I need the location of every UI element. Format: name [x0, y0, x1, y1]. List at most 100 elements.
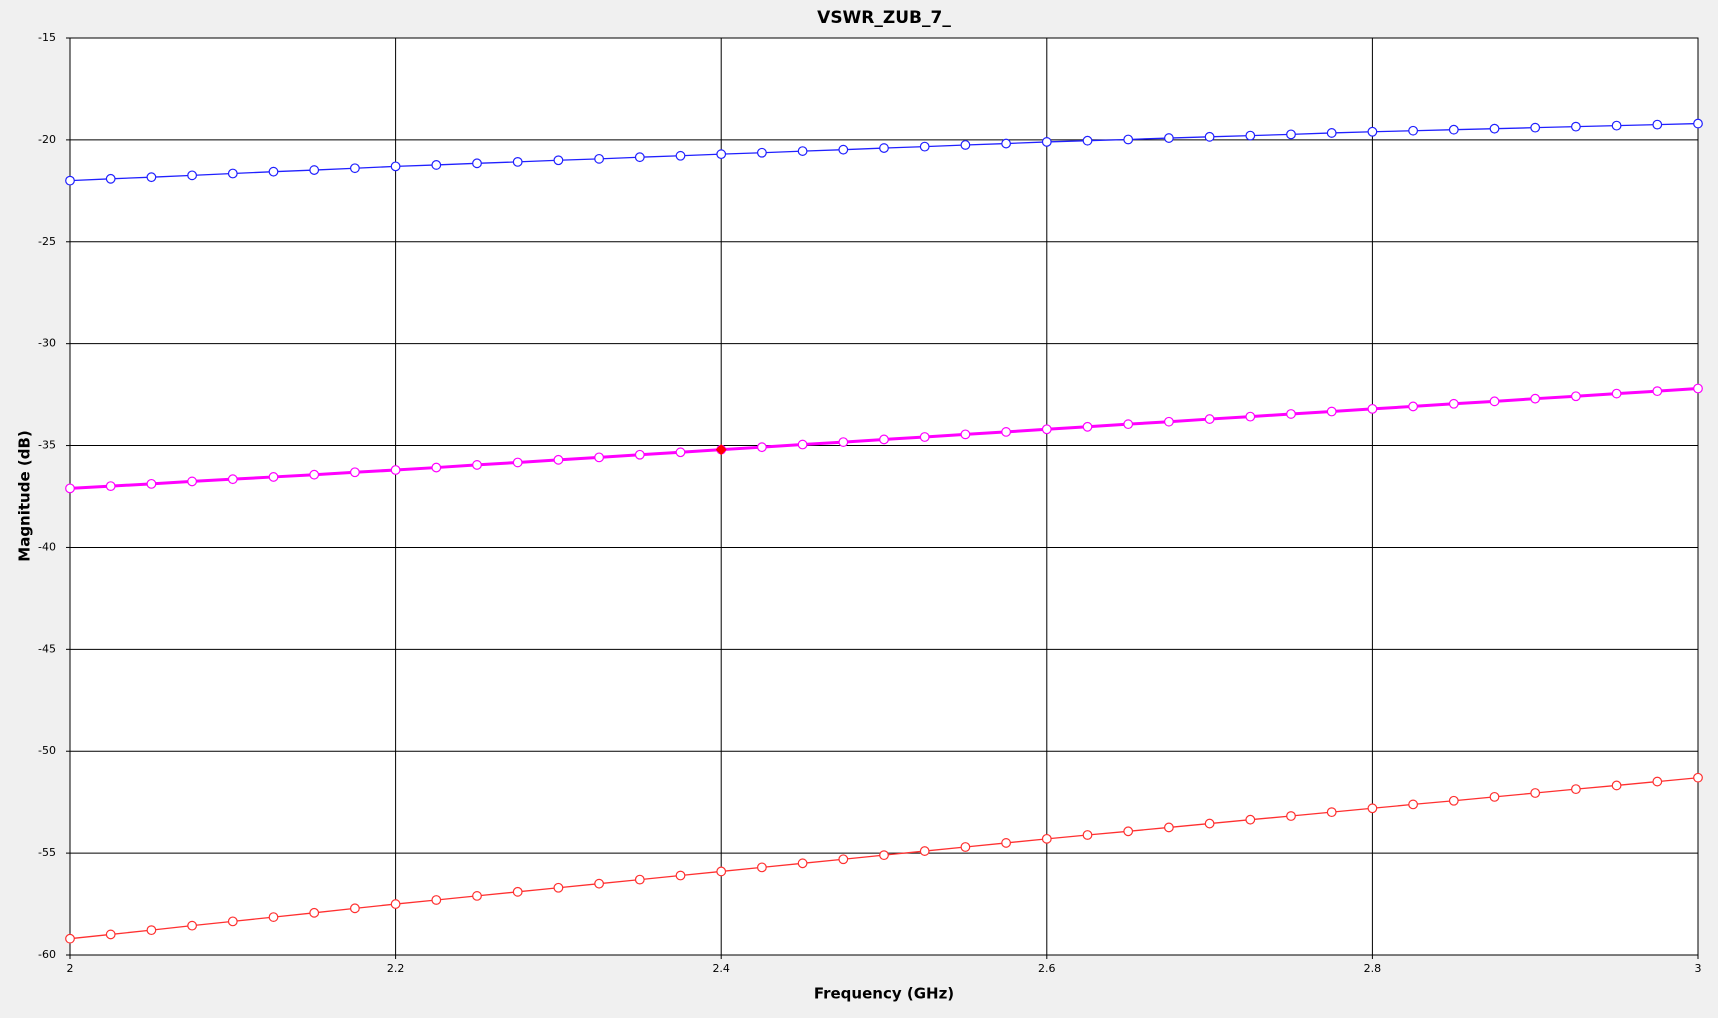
data-point — [634, 152, 645, 163]
data-point — [1652, 776, 1663, 787]
data-point — [1245, 130, 1256, 141]
data-point — [350, 163, 360, 174]
y-tick-label: -30 — [38, 337, 56, 350]
data-point — [838, 144, 849, 155]
marker — [715, 444, 727, 456]
data-point — [105, 929, 116, 940]
data-point — [960, 140, 971, 150]
data-point — [1489, 791, 1500, 802]
data-point — [1611, 388, 1622, 399]
data-point — [594, 878, 604, 889]
y-tick-label: -35 — [38, 439, 56, 452]
data-point — [1570, 121, 1581, 132]
data-point — [1163, 822, 1174, 833]
data-point — [227, 916, 238, 927]
data-point — [594, 452, 604, 463]
x-axis-label: Frequency (GHz) — [814, 985, 954, 1003]
data-point — [1408, 401, 1418, 412]
data-point — [838, 437, 849, 447]
x-tick-label: 2 — [67, 962, 74, 975]
data-point — [1326, 406, 1337, 417]
data-point — [1326, 128, 1337, 138]
data-point — [797, 146, 808, 156]
data-point — [1163, 133, 1174, 143]
data-point — [227, 474, 238, 485]
data-point — [1082, 421, 1093, 432]
data-point — [797, 439, 808, 450]
data-point — [1530, 788, 1541, 798]
data-point — [268, 166, 279, 177]
data-point — [268, 912, 279, 922]
data-point — [105, 173, 116, 184]
data-point — [757, 147, 767, 158]
y-tick-label: -45 — [38, 642, 56, 655]
data-point — [309, 165, 320, 175]
data-point — [1489, 396, 1500, 407]
data-point — [1693, 118, 1703, 129]
data-point — [1448, 795, 1459, 806]
y-tick-label: -20 — [38, 133, 56, 146]
data-point — [838, 854, 849, 865]
data-point — [472, 460, 482, 470]
data-point — [1245, 411, 1256, 422]
data-point — [919, 141, 930, 152]
data-point — [512, 156, 523, 167]
data-point — [1367, 126, 1378, 137]
data-point — [309, 469, 320, 480]
data-point — [1611, 780, 1622, 791]
data-point — [1123, 826, 1134, 837]
data-point — [1408, 125, 1418, 136]
data-point — [879, 850, 889, 861]
x-tick-label: 2.8 — [1364, 962, 1382, 975]
data-point — [1448, 398, 1459, 409]
data-point — [1286, 811, 1296, 821]
data-point — [431, 160, 442, 170]
data-point — [1123, 134, 1134, 145]
data-point — [1041, 833, 1052, 844]
data-point — [757, 442, 767, 453]
data-point — [675, 870, 686, 881]
data-point — [187, 920, 198, 931]
data-point — [1001, 838, 1011, 848]
y-axis-label: Magnitude (dB) — [16, 430, 34, 561]
x-tick-label: 3 — [1695, 962, 1702, 975]
chart-title: VSWR_ZUB_7_ — [817, 8, 951, 28]
data-point — [1082, 135, 1093, 146]
data-point — [1367, 403, 1378, 414]
y-tick-label: -55 — [38, 846, 56, 859]
data-point — [1448, 124, 1459, 135]
data-point — [309, 907, 320, 918]
data-point — [1408, 799, 1418, 810]
data-point — [146, 925, 157, 936]
data-point — [1245, 814, 1256, 825]
data-point — [553, 454, 564, 465]
data-point — [1001, 138, 1011, 149]
data-point — [919, 846, 930, 856]
data-point — [675, 447, 686, 458]
plot-area — [69, 37, 1699, 956]
data-point — [675, 150, 686, 161]
data-point — [1367, 803, 1378, 814]
y-tick-label: -15 — [38, 31, 56, 44]
data-point — [1204, 818, 1215, 829]
data-point — [65, 175, 75, 186]
data-point — [390, 161, 401, 172]
data-point — [634, 874, 645, 885]
data-point — [350, 903, 360, 914]
data-point — [553, 882, 564, 893]
x-tick-label: 2.6 — [1038, 962, 1056, 975]
data-point — [146, 172, 157, 183]
data-point — [1652, 119, 1663, 130]
data-point — [227, 168, 238, 179]
data-point — [512, 457, 523, 468]
data-point — [1489, 123, 1500, 134]
y-tick-label: -60 — [38, 948, 56, 961]
data-point — [390, 465, 401, 475]
data-point — [919, 432, 930, 442]
data-point — [1204, 131, 1215, 142]
data-point — [512, 886, 523, 897]
data-point — [472, 158, 482, 169]
data-point — [350, 467, 360, 478]
data-point — [879, 434, 889, 445]
